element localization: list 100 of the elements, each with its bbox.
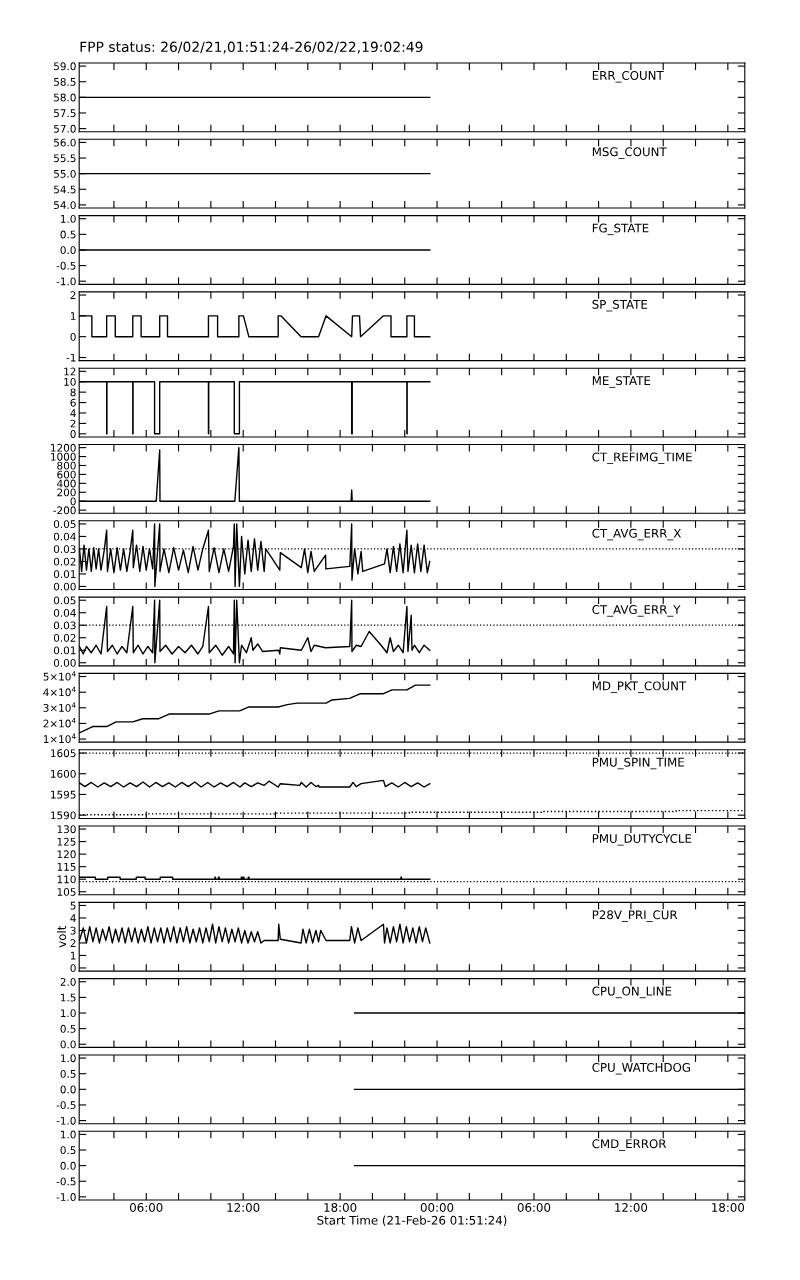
y-tick-label: 400 [57, 479, 76, 488]
y-tick-label: 0.0 [60, 1040, 76, 1049]
legend-label: FG_STATE [592, 223, 649, 236]
y-tick-label: 130 [57, 825, 76, 834]
legend-label: CPU_WATCHDOG [592, 1062, 690, 1075]
legend-label: PMU_SPIN_TIME [592, 757, 684, 770]
legend-label: ME_STATE [592, 376, 651, 388]
y-tick-label: 0.05 [53, 520, 76, 529]
y-tick-label: 57.5 [54, 109, 76, 118]
legend-label: P28V_PRI_CUR [592, 910, 678, 922]
y-tick-label: -1.0 [56, 277, 76, 286]
y-tick-label: 115 [57, 863, 76, 871]
y-tick-label: 0.5 [60, 1024, 76, 1033]
x-tick-label: 18:00 [712, 1202, 745, 1212]
y-tick-label: 58.5 [54, 77, 76, 86]
y-tick-label: 4×10$^{4}$ [43, 686, 76, 697]
y-tick-label: 6 [70, 398, 76, 407]
y-tick-label: -1.0 [56, 1116, 76, 1125]
y-tick-label: 0.00 [53, 658, 76, 667]
y-tick-label: 4 [70, 914, 76, 922]
x-tick-label: 12:00 [615, 1202, 648, 1212]
y-tick-label: -1.0 [56, 1193, 76, 1201]
y-tick-label: 0 [70, 430, 76, 438]
legend-label: CT_REFIMG_TIME [592, 452, 692, 465]
y-tick-label: 3 [70, 926, 76, 935]
y-axis-title: volt [56, 925, 67, 948]
y-tick-label: 800 [57, 461, 76, 470]
y-tick-label: 0.5 [60, 1069, 76, 1078]
y-tick-label: 125 [57, 837, 76, 846]
legend-label: MD_PKT_COUNT [592, 681, 687, 693]
y-tick-label: 0.00 [53, 582, 76, 591]
y-tick-label: 0.0 [60, 246, 76, 255]
y-tick-label: 105 [57, 887, 76, 896]
y-tick-label: 600 [57, 470, 76, 479]
y-tick-label: 0.5 [60, 1146, 76, 1155]
y-tick-label: 0 [70, 497, 76, 506]
legend-label: CMD_ERROR [592, 1139, 667, 1151]
y-tick-label: 1.0 [61, 1054, 76, 1063]
x-tick-label: 00:00 [420, 1202, 454, 1212]
y-tick-label: 1 [70, 951, 76, 960]
legend-label: CT_AVG_ERR_X [592, 528, 681, 541]
y-tick-label: 2 [70, 939, 76, 947]
y-tick-label: 4 [70, 409, 76, 417]
y-tick-label: 0 [70, 332, 76, 341]
y-tick-label: 55.0 [54, 169, 76, 178]
y-tick-label: 0 [70, 964, 76, 973]
y-tick-label: 56.0 [54, 138, 76, 147]
legend-label: CT_AVG_ERR_Y [592, 605, 681, 617]
chart-title: FPP status: 26/02/21,01:51:24-26/02/22,19:02:49 [80, 41, 423, 54]
y-tick-label: 0.01 [53, 570, 76, 579]
y-tick-label: 110 [57, 875, 76, 884]
y-tick-label: 1600 [51, 769, 76, 778]
y-tick-label: 55.5 [54, 154, 76, 163]
y-tick-label: 0.0 [60, 1161, 76, 1170]
y-tick-label: 57.0 [54, 124, 76, 133]
y-tick-label: 2.0 [60, 978, 76, 986]
y-tick-label: 54.5 [54, 185, 76, 194]
y-tick-label: 0.02 [53, 557, 76, 566]
y-tick-label: -0.5 [56, 1101, 76, 1110]
y-tick-label: 1×10$^{4}$ [43, 733, 76, 744]
y-tick-label: -0.5 [56, 1177, 76, 1186]
y-tick-label: 0.03 [53, 545, 76, 554]
y-tick-label: 1.5 [61, 993, 76, 1002]
x-tick-label: 18:00 [324, 1202, 357, 1212]
y-tick-label: 1605 [51, 749, 76, 758]
y-tick-label: -0.5 [56, 261, 76, 270]
y-tick-label: 200 [57, 488, 76, 497]
y-tick-label: -200 [53, 506, 76, 515]
y-tick-label: 0.01 [53, 646, 76, 655]
y-tick-label: 54.0 [54, 201, 76, 210]
y-tick-label: 3×10$^{4}$ [43, 702, 76, 712]
y-tick-label: 59.0 [54, 62, 76, 71]
y-tick-label: 5 [70, 901, 76, 910]
legend-label: SP_STATE [592, 299, 648, 312]
y-tick-label: 5×10$^{4}$ [43, 671, 76, 681]
y-tick-label: 1.0 [61, 1009, 76, 1018]
y-tick-label: 0.05 [53, 596, 76, 605]
y-tick-label: 1200 [51, 443, 76, 452]
y-tick-label: 8 [70, 388, 76, 397]
y-tick-label: 0.02 [53, 633, 76, 642]
y-tick-label: 2 [70, 291, 76, 299]
y-tick-label: -1 [66, 353, 76, 362]
y-tick-label: 2 [70, 419, 76, 428]
y-tick-label: 12 [64, 367, 76, 376]
y-tick-label: 0.5 [60, 230, 76, 239]
legend-label: PMU_DUTYCYCLE [592, 834, 692, 846]
y-tick-label: 120 [57, 850, 76, 859]
y-tick-label: 0.04 [53, 532, 76, 541]
legend-label: ERR_COUNT [592, 70, 664, 83]
x-tick-label: 12:00 [227, 1202, 260, 1212]
y-tick-label: 1000 [51, 452, 76, 461]
y-tick-label: 0.0 [60, 1085, 76, 1094]
y-tick-label: 1 [70, 312, 76, 320]
x-axis-title: Start Time (21-Feb-26 01:51:24) [317, 1215, 507, 1227]
legend-label: CPU_ON_LINE [592, 986, 672, 999]
y-tick-label: 2×10$^{4}$ [43, 718, 76, 728]
x-tick-label: 06:00 [517, 1202, 551, 1212]
y-tick-label: 1.0 [61, 214, 76, 223]
x-tick-label: 06:00 [130, 1202, 163, 1212]
y-tick-label: 0.03 [53, 621, 76, 630]
